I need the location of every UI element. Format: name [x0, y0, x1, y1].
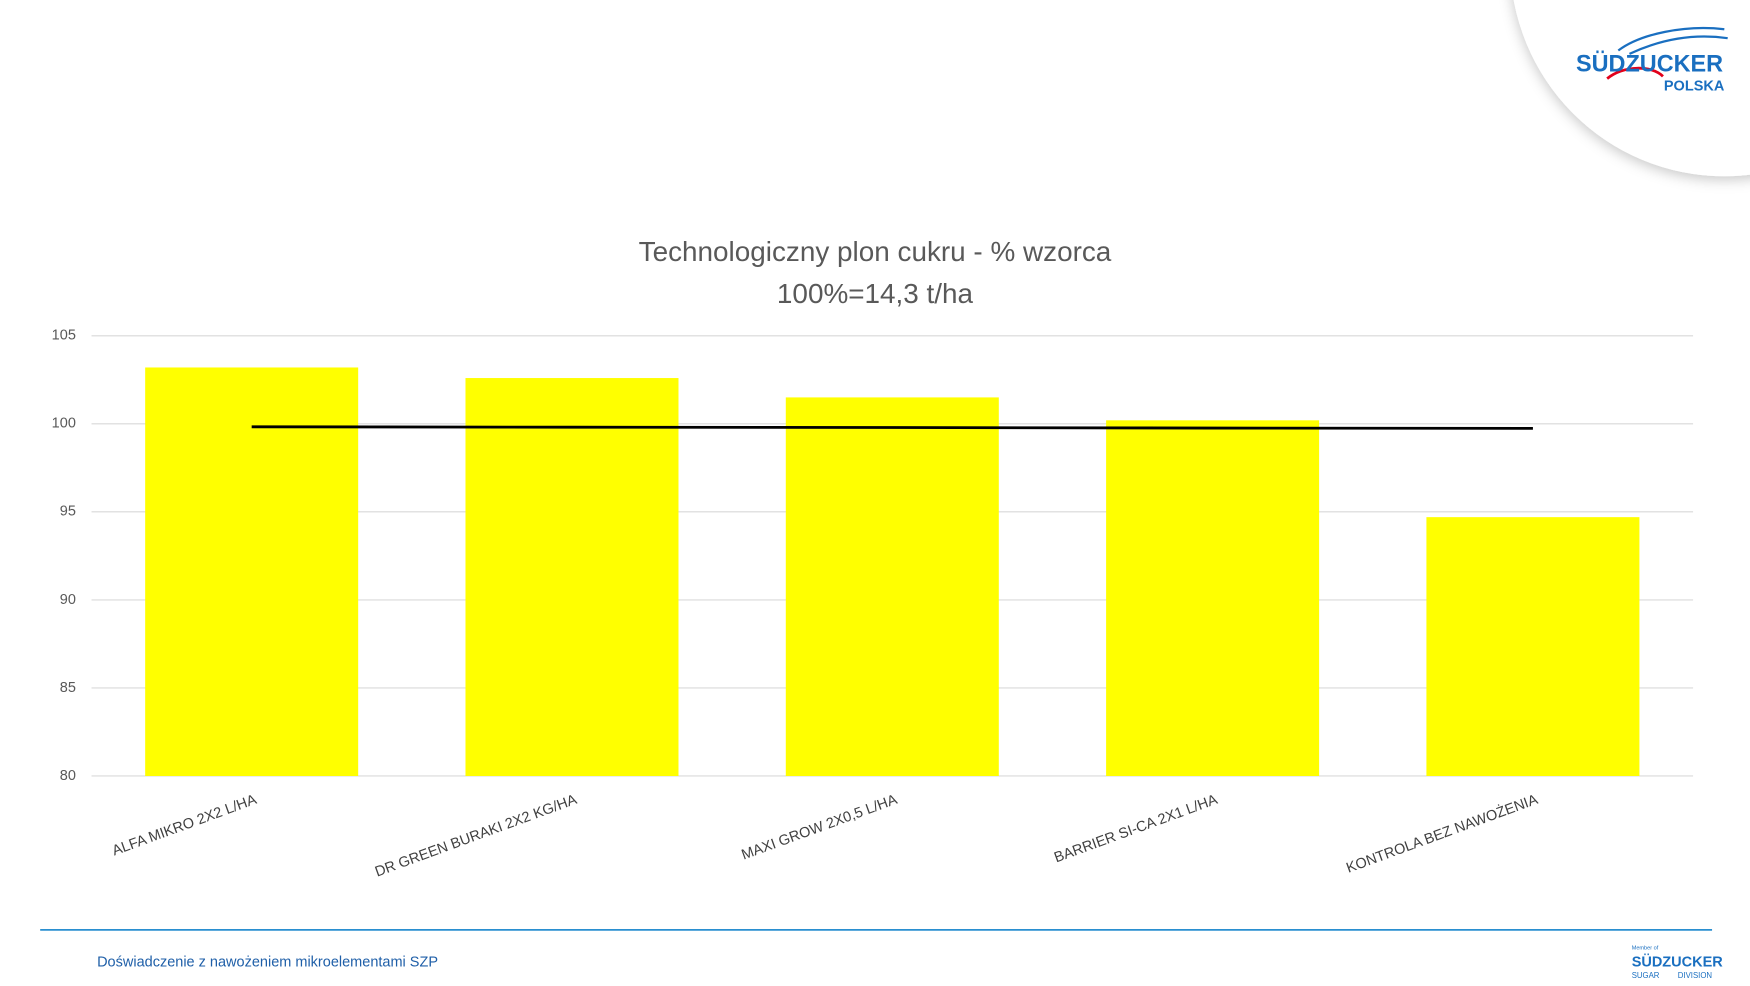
- y-tick-label: 85: [60, 680, 76, 696]
- x-tick-label: BARRIER SI-CA 2X1 L/HA: [1052, 792, 1220, 867]
- small-logo-sugar: SUGAR: [1632, 971, 1660, 980]
- logo-name: SÜDZUCKER: [1576, 50, 1723, 76]
- line: [251, 425, 1533, 430]
- x-tick-label: KONTROLA BEZ NAWOŻENIA: [1344, 790, 1541, 877]
- y-tick-label: 105: [52, 328, 76, 344]
- bar: [465, 378, 679, 776]
- chart-subtitle: 100%=14,3 t/ha: [777, 278, 974, 309]
- x-tick-label: MAXI GROW 2X0,5 L/HA: [739, 792, 899, 864]
- y-tick-label: 90: [60, 592, 76, 608]
- logo-arc: [1606, 66, 1664, 80]
- x-tick-label: DR GREEN BURAKI 2X2 KG/HA: [373, 792, 579, 881]
- footer-text: Doświadczenie z nawożeniem mikroelementa…: [97, 954, 438, 970]
- logo-swoosh: [1617, 26, 1728, 55]
- y-tick-label: 100: [52, 416, 76, 432]
- small-logo-division: DIVISION: [1678, 971, 1713, 980]
- small-logo-name: SÜDZUCKER: [1632, 953, 1724, 970]
- bar: [145, 367, 359, 776]
- x-tick-label: ALFA MIKRO 2X2 L/HA: [110, 792, 259, 860]
- bar: [785, 397, 999, 776]
- bar: [1106, 420, 1320, 776]
- plot: 80 85 90 95 100 105 ALFA MIKRO 2X2 L/HA DR GREE…: [52, 328, 1694, 881]
- bar: [1426, 517, 1640, 776]
- chart-title: Technologiczny plon cukru - % wzorca: [639, 236, 1112, 267]
- y-tick-label: 95: [60, 504, 76, 520]
- small-logo-member: Member of: [1632, 945, 1659, 951]
- logo-circle: [1513, 0, 1750, 177]
- logo-country: POLSKA: [1664, 78, 1725, 94]
- y-tick-label: 80: [60, 768, 76, 784]
